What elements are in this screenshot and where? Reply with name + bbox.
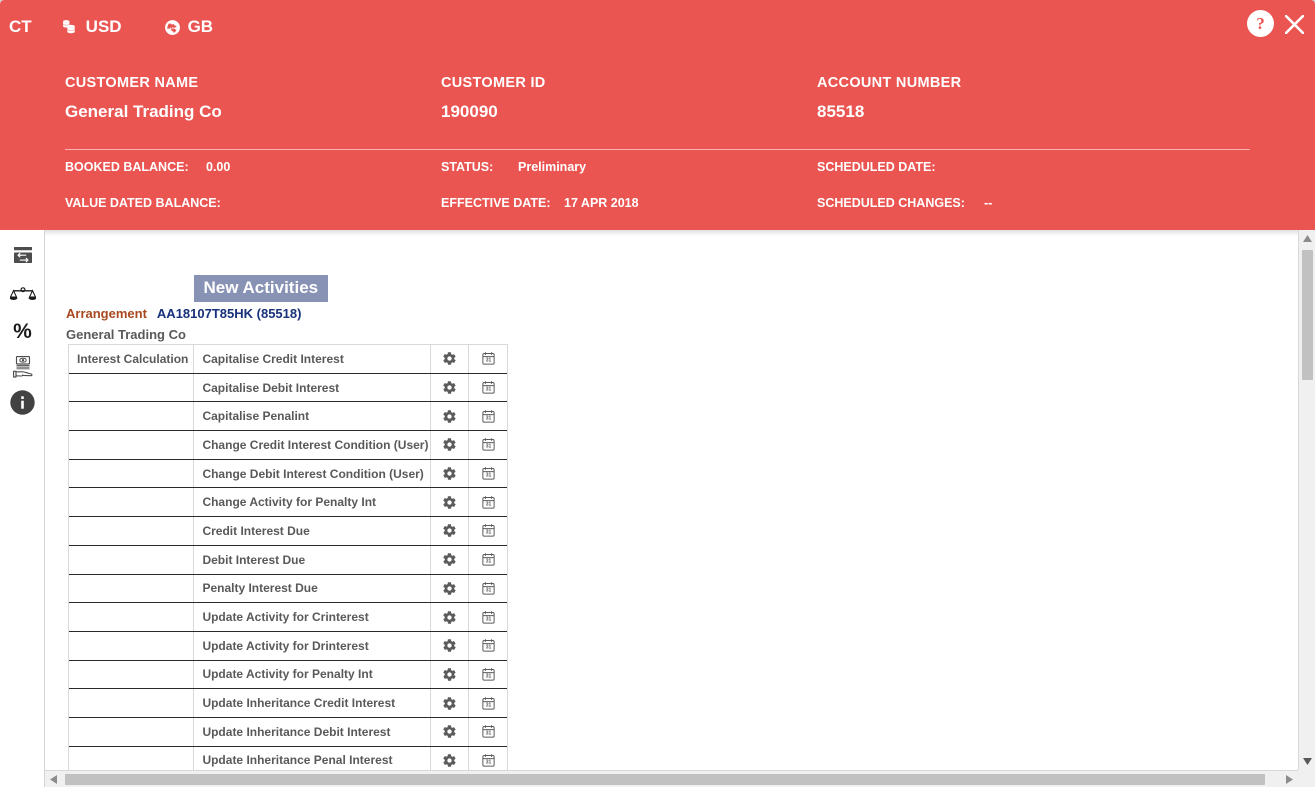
svg-text:31: 31 <box>485 645 491 651</box>
svg-text:31: 31 <box>485 501 491 507</box>
svg-text:31: 31 <box>485 473 491 479</box>
svg-text:31: 31 <box>485 559 491 565</box>
svg-text:31: 31 <box>485 387 491 393</box>
svg-text:31: 31 <box>485 760 491 766</box>
svg-text:31: 31 <box>485 731 491 737</box>
svg-text:31: 31 <box>485 444 491 450</box>
svg-text:31: 31 <box>485 616 491 622</box>
svg-text:31: 31 <box>485 702 491 708</box>
svg-text:31: 31 <box>485 358 491 364</box>
svg-text:31: 31 <box>485 674 491 680</box>
svg-text:31: 31 <box>485 415 491 421</box>
svg-text:31: 31 <box>485 587 491 593</box>
svg-text:31: 31 <box>485 530 491 536</box>
